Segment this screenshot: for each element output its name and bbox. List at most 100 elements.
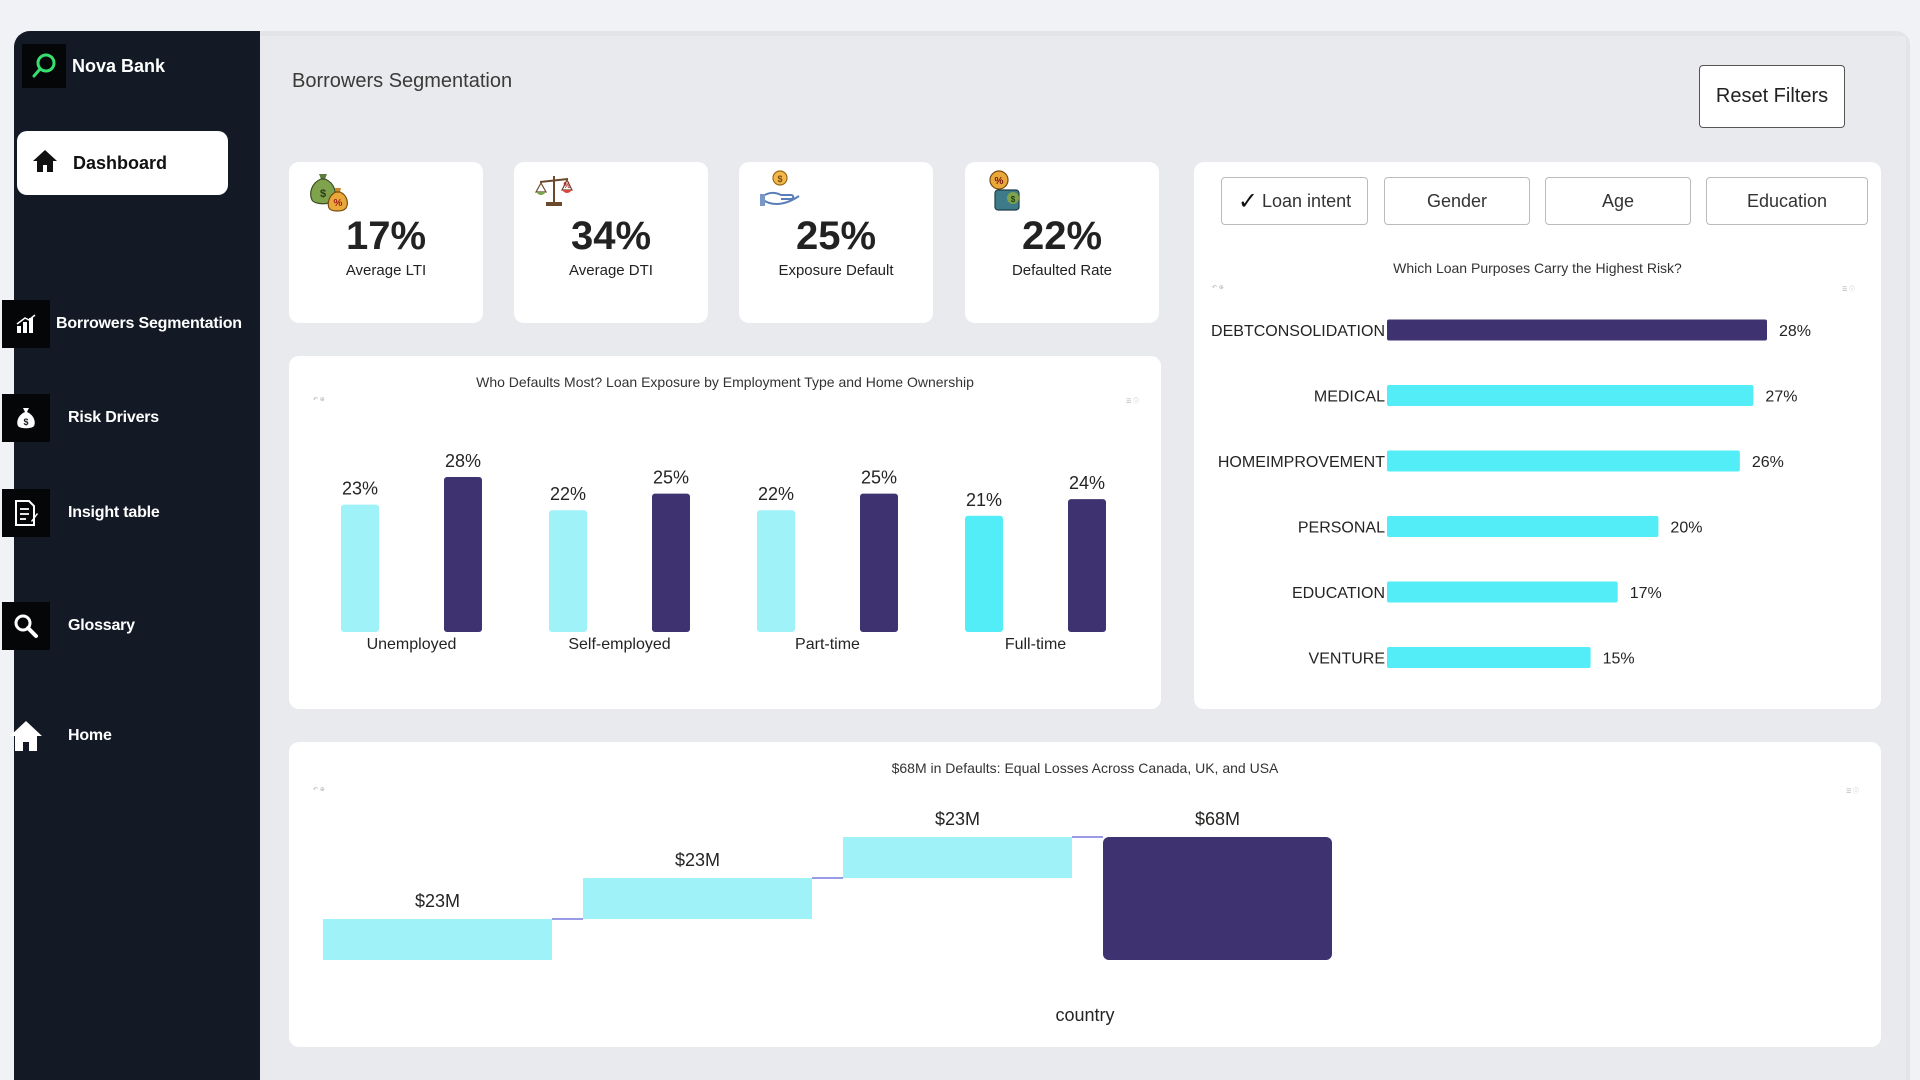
bar [1387, 385, 1754, 406]
money-bags-icon: $ % [309, 168, 355, 214]
kpi-card-average-lti: $ % 17% Average LTI [289, 162, 483, 323]
nav-item-insight-table[interactable]: Insight table [2, 489, 160, 537]
kpi-label: Average DTI [569, 262, 653, 279]
age-filter-button[interactable]: Age [1545, 177, 1691, 225]
country-waterfall-chart: $23M $23M $23M $68M country [323, 809, 1332, 1025]
svg-text:%: % [995, 176, 1004, 187]
coin-percent-icon: % $ [985, 168, 1031, 214]
data-label: 27% [1765, 389, 1797, 406]
category-label: DEBTCONSOLIDATION [1211, 323, 1385, 340]
nova-bank-logo-icon [22, 44, 66, 88]
nav-label: Borrowers Segmentation [56, 315, 242, 332]
nav-item-glossary[interactable]: Glossary [2, 602, 135, 650]
kpi-label: Exposure Default [778, 262, 894, 279]
data-label: $23M [935, 809, 980, 829]
home-icon [2, 712, 50, 760]
category-label: HOMEIMPROVEMENT [1218, 454, 1385, 471]
bar [1387, 450, 1740, 472]
data-label: 25% [861, 468, 897, 488]
checkmark-icon: ✓ [1237, 187, 1259, 215]
data-label: 26% [1752, 454, 1784, 471]
bar [549, 510, 587, 632]
scale-icon: % [534, 168, 580, 214]
bar-chart-icon [2, 300, 50, 348]
kpi-value: 25% [795, 214, 877, 258]
data-label: 23% [342, 479, 378, 499]
dashboard-button[interactable]: Dashboard [17, 131, 228, 195]
home-icon [31, 148, 59, 179]
svg-text:$: $ [23, 417, 28, 427]
kpi-label: Defaulted Rate [1011, 262, 1113, 279]
filter-label: Education [1746, 190, 1828, 211]
document-icon [2, 489, 50, 537]
data-label: 25% [653, 468, 689, 488]
kpi-card-average-dti: % 34% Average DTI [514, 162, 708, 323]
visual-options-icon[interactable]: ☰ ⓘ [1125, 399, 1139, 405]
filter-label: Age [1601, 190, 1635, 211]
hand-coin-icon: $ [759, 168, 805, 214]
search-icon [2, 602, 50, 650]
loan-intent-card [1194, 162, 1881, 709]
page-title: Borrowers Segmentation [292, 70, 513, 92]
bar [1387, 647, 1591, 668]
data-label: 20% [1670, 520, 1702, 537]
category-label: MEDICAL [1314, 389, 1385, 406]
kpi-card-defaulted-rate: % $ 22% Defaulted Rate [965, 162, 1159, 323]
visual-options-icon[interactable]: ☰ ⓘ [1842, 287, 1856, 293]
nav-item-home[interactable]: Home [2, 712, 112, 760]
x-axis-label: country [1055, 1005, 1114, 1025]
data-label: $23M [415, 891, 460, 911]
chart-title: Who Defaults Most? Loan Exposure by Empl… [476, 374, 974, 390]
svg-text:$: $ [320, 188, 326, 200]
nav-item-borrowers-segmentation[interactable]: Borrowers Segmentation [2, 300, 242, 348]
waterfall-bar [583, 878, 812, 919]
category-label: Unemployed [367, 636, 457, 653]
visual-toolbar-icon[interactable]: ↶ ⊕ [313, 397, 325, 403]
filter-label: Loan intent [1262, 190, 1352, 211]
nav-label: Home [68, 727, 112, 744]
category-label: Self-employed [568, 636, 670, 653]
bar [1068, 499, 1106, 632]
nav-label: Insight table [68, 504, 160, 521]
kpi-value: 22% [1021, 214, 1103, 258]
data-label: 15% [1603, 651, 1635, 668]
data-label: $68M [1195, 809, 1240, 829]
education-filter-button[interactable]: Education [1706, 177, 1868, 225]
bar [860, 493, 898, 632]
reset-filters-button[interactable]: Reset Filters [1699, 65, 1845, 128]
category-label: Part-time [795, 636, 860, 653]
filter-label: Gender [1426, 190, 1488, 211]
nav-label: Risk Drivers [68, 409, 159, 426]
chart-title: Which Loan Purposes Carry the Highest Ri… [1393, 260, 1682, 276]
bar [341, 504, 379, 632]
bar [444, 477, 482, 632]
nav-label: Glossary [68, 617, 135, 634]
category-label: VENTURE [1309, 651, 1385, 668]
category-label: Full-time [1005, 636, 1066, 653]
dashboard-label: Dashboard [73, 152, 168, 173]
visual-options-icon[interactable]: ☰ ⓘ [1845, 789, 1859, 795]
visual-toolbar-icon[interactable]: ↶ ⊕ [313, 787, 325, 793]
data-label: 22% [550, 484, 586, 504]
brand: Nova Bank [22, 44, 165, 88]
data-label: 28% [1779, 323, 1811, 340]
nav-item-risk-drivers[interactable]: $ Risk Drivers [2, 394, 159, 442]
waterfall-bar [843, 837, 1072, 878]
loan-intent-filter-button[interactable]: ✓ Loan intent [1221, 177, 1368, 225]
data-label: $23M [675, 850, 720, 870]
employment-chart-card: Who Defaults Most? Loan Exposure by Empl… [289, 356, 1161, 709]
svg-text:$: $ [777, 174, 782, 184]
sidebar [14, 31, 260, 1080]
bar [965, 515, 1003, 632]
svg-text:$: $ [1011, 195, 1016, 204]
visual-toolbar-icon[interactable]: ↶ ⊕ [1212, 285, 1224, 291]
gender-filter-button[interactable]: Gender [1384, 177, 1530, 225]
kpi-value: 34% [570, 214, 652, 258]
bar [1387, 516, 1659, 537]
bar [1387, 319, 1767, 341]
data-label: 24% [1069, 473, 1105, 493]
chart-title: $68M in Defaults: Equal Losses Across Ca… [891, 760, 1279, 776]
data-label: 22% [758, 484, 794, 504]
bar [1387, 581, 1618, 603]
bar [757, 510, 795, 632]
